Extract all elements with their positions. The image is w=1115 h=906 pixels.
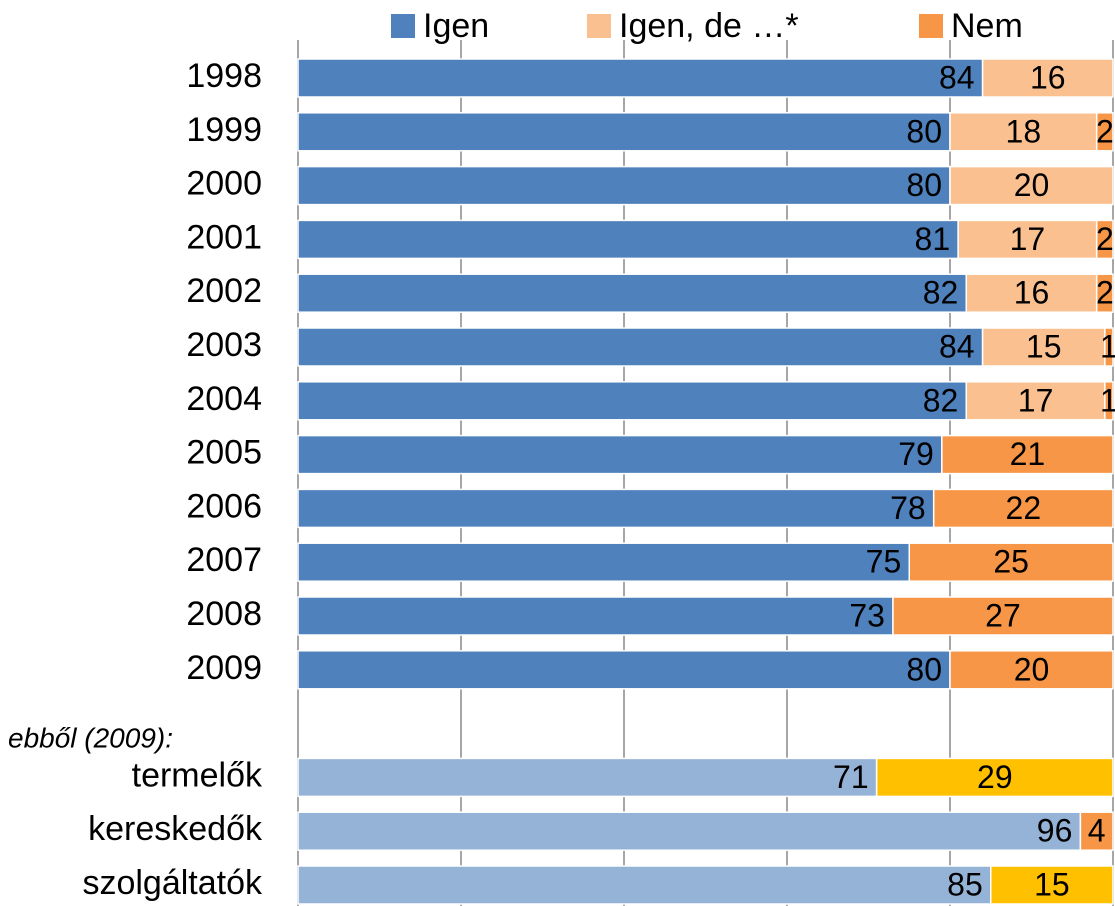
data-label: 21 bbox=[1010, 436, 1046, 472]
y-tick-label: 1999 bbox=[186, 111, 262, 149]
bar-segment bbox=[297, 596, 894, 636]
legend-swatch bbox=[587, 14, 611, 38]
bar-segment bbox=[297, 488, 935, 529]
bar-segment bbox=[297, 327, 984, 367]
bar-segment bbox=[297, 811, 1082, 851]
data-label: 96 bbox=[1037, 813, 1073, 849]
bar-segment bbox=[1079, 811, 1114, 851]
bar-segment bbox=[1104, 327, 1114, 367]
data-label: 80 bbox=[906, 167, 942, 203]
y-tick-label: szolgáltatók bbox=[82, 864, 263, 902]
annotation: ebből (2009): bbox=[8, 722, 173, 753]
data-label: 29 bbox=[977, 759, 1013, 795]
y-tick-label: kereskedők bbox=[88, 810, 263, 848]
bar-segment bbox=[949, 165, 1114, 206]
data-label: 16 bbox=[1030, 59, 1066, 95]
y-tick-label: 2009 bbox=[186, 649, 262, 687]
data-label: 16 bbox=[1014, 275, 1050, 311]
bar-segment bbox=[297, 757, 878, 798]
bar-segment bbox=[965, 273, 1098, 313]
data-label: 20 bbox=[1014, 651, 1050, 687]
data-label: 20 bbox=[1014, 167, 1050, 203]
y-tick-label: 2005 bbox=[186, 434, 262, 472]
data-label: 17 bbox=[1010, 221, 1046, 257]
bar-segment bbox=[1095, 273, 1114, 313]
bar-segment bbox=[297, 112, 951, 152]
data-label: 18 bbox=[1006, 113, 1042, 149]
data-label: 81 bbox=[915, 221, 951, 257]
bar-segment bbox=[297, 865, 992, 905]
legend-label: Nem bbox=[951, 7, 1023, 45]
bar-segment bbox=[981, 58, 1114, 98]
y-tick-label: 2008 bbox=[186, 595, 262, 633]
y-tick-label: 2000 bbox=[186, 165, 262, 203]
y-tick-label: 2003 bbox=[186, 326, 262, 364]
bar-segment bbox=[892, 596, 1114, 636]
data-label: 2 bbox=[1096, 275, 1114, 311]
bar-segment bbox=[990, 865, 1114, 905]
data-label: 85 bbox=[947, 866, 983, 902]
y-tick-label: 1998 bbox=[186, 57, 262, 95]
bar-segment bbox=[875, 757, 1114, 798]
y-tick-label: 2004 bbox=[186, 380, 262, 418]
bar-segment bbox=[941, 434, 1114, 475]
bar-segment bbox=[297, 434, 943, 475]
bar-segment bbox=[1095, 112, 1114, 152]
data-label: 4 bbox=[1088, 813, 1106, 849]
bar-segment bbox=[297, 381, 968, 421]
y-tick-label: termelők bbox=[132, 756, 263, 794]
data-label: 2 bbox=[1096, 221, 1114, 257]
data-label: 80 bbox=[906, 113, 942, 149]
bar-segment bbox=[297, 58, 984, 98]
data-label: 22 bbox=[1006, 490, 1042, 526]
data-label: 73 bbox=[849, 597, 885, 633]
bar-segment bbox=[965, 381, 1106, 421]
data-label: 79 bbox=[898, 436, 934, 472]
data-label: 84 bbox=[939, 59, 975, 95]
data-label: 71 bbox=[833, 759, 869, 795]
legend-swatch bbox=[919, 14, 943, 38]
y-tick-label: 2002 bbox=[186, 272, 262, 310]
data-label: 84 bbox=[939, 328, 975, 364]
data-label: 25 bbox=[993, 544, 1029, 580]
y-tick-label: 2006 bbox=[186, 487, 262, 525]
bar-segment bbox=[297, 165, 951, 206]
data-label: 1 bbox=[1100, 382, 1115, 418]
bar-segment bbox=[932, 488, 1114, 529]
data-label: 17 bbox=[1018, 382, 1054, 418]
data-label: 27 bbox=[985, 597, 1021, 633]
bar-segment bbox=[1095, 219, 1114, 260]
y-tick-label: 2007 bbox=[186, 541, 262, 579]
data-label: 78 bbox=[890, 490, 926, 526]
data-label: 82 bbox=[923, 275, 959, 311]
data-label: 2 bbox=[1096, 113, 1114, 149]
bar-segment bbox=[949, 650, 1114, 690]
y-tick-label: 2001 bbox=[186, 218, 262, 256]
data-label: 80 bbox=[906, 651, 942, 687]
bar-segment bbox=[1104, 381, 1114, 421]
bar-segment bbox=[957, 219, 1098, 260]
data-label: 15 bbox=[1034, 866, 1070, 902]
data-label: 15 bbox=[1026, 328, 1062, 364]
bar-segment bbox=[949, 112, 1098, 152]
bar-segment bbox=[297, 219, 959, 260]
bar-segment bbox=[908, 542, 1114, 582]
data-label: 82 bbox=[923, 382, 959, 418]
data-label: 75 bbox=[866, 544, 902, 580]
legend-swatch bbox=[391, 14, 415, 38]
bar-segment bbox=[297, 650, 951, 690]
bar-segment bbox=[297, 273, 968, 313]
bars bbox=[297, 58, 1114, 905]
legend-label: Igen bbox=[423, 7, 489, 45]
bar-segment bbox=[981, 327, 1106, 367]
legend-label: Igen, de …* bbox=[619, 7, 799, 45]
bar-segment bbox=[297, 542, 910, 582]
data-label: 1 bbox=[1100, 328, 1115, 364]
